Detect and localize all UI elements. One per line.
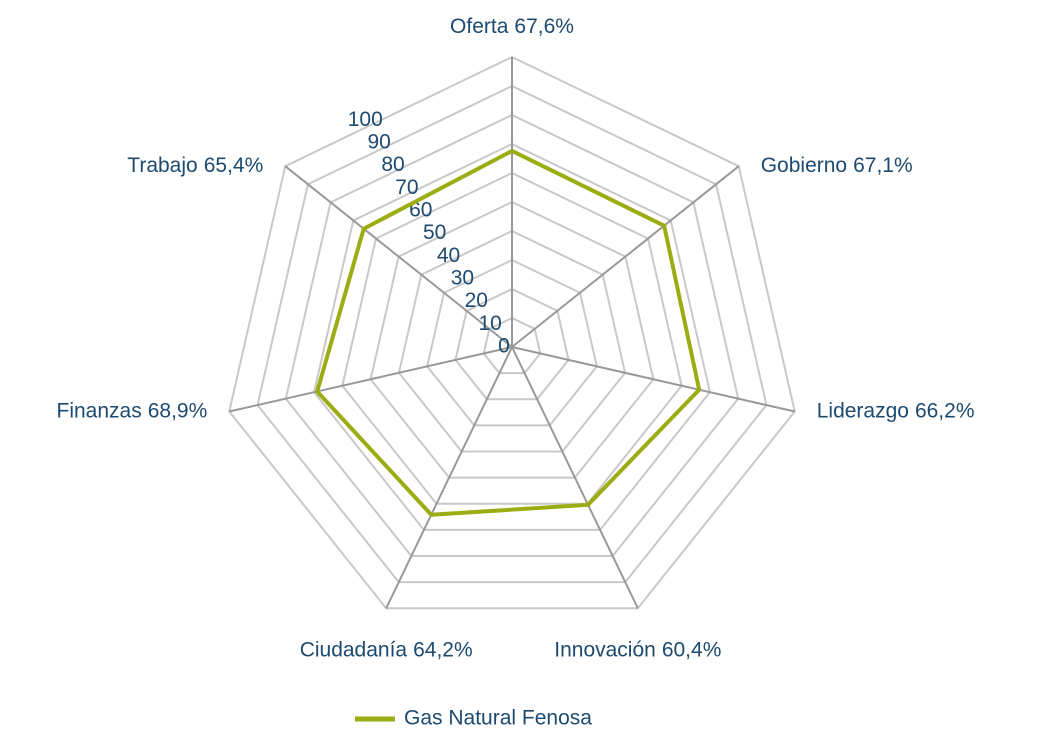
value-label: 67,6% bbox=[514, 15, 574, 38]
value-label: 68,9% bbox=[148, 399, 208, 422]
category-name: Innovación bbox=[554, 638, 656, 661]
y-tick-label: 30 bbox=[451, 267, 474, 290]
series-line bbox=[315, 148, 702, 517]
axis-spoke bbox=[284, 165, 513, 348]
axis-spoke bbox=[229, 346, 513, 413]
axis-spoke bbox=[385, 346, 513, 609]
category-name: Oferta bbox=[450, 15, 509, 38]
category-label: Liderazgo 66,2% bbox=[817, 399, 975, 422]
y-tick-label: 50 bbox=[423, 221, 446, 244]
category-name: Liderazgo bbox=[817, 399, 909, 422]
category-name: Ciudadanía bbox=[300, 638, 408, 661]
grid-ring bbox=[256, 84, 768, 584]
category-name: Gobierno bbox=[761, 154, 847, 177]
legend-label: Gas Natural Fenosa bbox=[404, 707, 592, 730]
category-label: Oferta 67,6% bbox=[450, 15, 574, 38]
category-label: Gobierno 67,1% bbox=[761, 154, 913, 177]
grid-ring bbox=[426, 258, 598, 427]
category-label: Innovación 60,4% bbox=[554, 638, 721, 661]
y-tick-label: 0 bbox=[498, 335, 510, 358]
category-label: Finanzas 68,9% bbox=[57, 399, 208, 422]
y-tick-label: 70 bbox=[395, 176, 418, 199]
grid-ring bbox=[397, 229, 627, 453]
category-label: Trabajo 65,4% bbox=[127, 154, 263, 177]
y-tick-label: 10 bbox=[478, 312, 501, 335]
category-label: Ciudadanía 64,2% bbox=[300, 638, 473, 661]
grid-ring bbox=[482, 316, 542, 375]
grid-ring bbox=[313, 142, 711, 531]
grid-ring bbox=[369, 200, 655, 479]
y-tick-label: 90 bbox=[367, 130, 390, 153]
category-name: Finanzas bbox=[57, 399, 142, 422]
y-tick-label: 40 bbox=[437, 244, 460, 267]
y-tick-label: 60 bbox=[409, 198, 432, 221]
grid-ring bbox=[228, 55, 796, 610]
axis-spoke bbox=[511, 346, 639, 609]
y-tick-label: 80 bbox=[381, 153, 404, 176]
axis-spoke bbox=[511, 346, 795, 413]
axis-spoke bbox=[511, 165, 740, 348]
grid-ring bbox=[454, 287, 570, 401]
y-tick-label: 100 bbox=[348, 108, 383, 131]
grid-ring bbox=[284, 113, 740, 558]
y-tick-label: 20 bbox=[465, 289, 488, 312]
value-label: 64,2% bbox=[413, 638, 473, 661]
value-label: 66,2% bbox=[915, 399, 975, 422]
category-name: Trabajo bbox=[127, 154, 197, 177]
value-label: 60,4% bbox=[662, 638, 722, 661]
grid-ring bbox=[341, 171, 683, 505]
value-label: 65,4% bbox=[204, 154, 264, 177]
value-label: 67,1% bbox=[853, 154, 913, 177]
